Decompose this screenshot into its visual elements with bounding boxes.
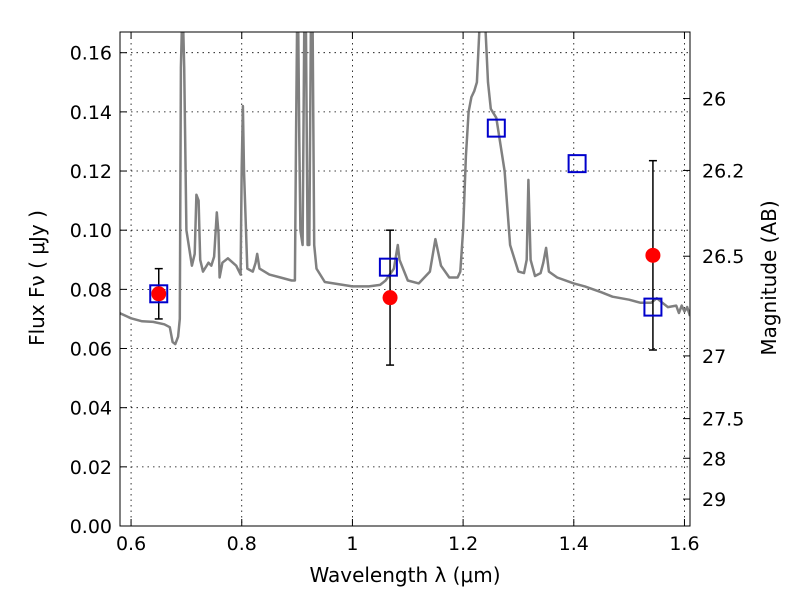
y2-tick-label: 26.5 <box>702 246 744 268</box>
y-axis-label: Flux Fν ( μJy ) <box>25 210 49 346</box>
observed-flux-point <box>151 286 167 302</box>
x-tick-label: 0.6 <box>116 533 146 555</box>
y-tick-label: 0.00 <box>70 516 112 538</box>
observed-flux-point <box>382 290 398 306</box>
spectrum-line <box>120 32 690 346</box>
x-axis-label: Wavelength λ (μm) <box>309 563 500 587</box>
y-tick-label: 0.08 <box>70 279 112 301</box>
y2-tick-label: 29 <box>702 489 726 511</box>
x-tick-label: 1.4 <box>559 533 589 555</box>
x-tick-label: 1 <box>346 533 358 555</box>
y2-tick-label: 28 <box>702 448 726 470</box>
model-flux-square <box>643 297 663 317</box>
y2-tick-label: 27.5 <box>702 409 744 431</box>
data-layer <box>120 32 690 366</box>
ticks: 0.6 0.8 1 1.2 1.4 1.6 0.00 0.02 0.04 0.06 0.08 0.10… <box>70 32 744 555</box>
observed-flux-point <box>645 247 661 263</box>
model-flux-square <box>378 257 398 277</box>
model-flux-square <box>486 118 506 138</box>
y-tick-label: 0.10 <box>70 220 112 242</box>
y2-tick-label: 27 <box>702 346 726 368</box>
y-tick-label: 0.16 <box>70 43 112 65</box>
x-tick-label: 1.2 <box>448 533 478 555</box>
plot-area <box>120 32 690 526</box>
y-tick-label: 0.06 <box>70 339 112 361</box>
y-tick-label: 0.12 <box>70 161 112 183</box>
y2-tick-label: 26 <box>702 89 726 111</box>
y-tick-label: 0.14 <box>70 102 112 124</box>
y-tick-label: 0.04 <box>70 398 112 420</box>
x-tick-label: 1.6 <box>669 533 699 555</box>
plot-frame <box>119 31 691 527</box>
model-flux-square <box>149 284 169 304</box>
y2-tick-label: 26.2 <box>702 160 744 182</box>
model-flux-square <box>567 154 587 174</box>
y2-axis-label: Magnitude (AB) <box>757 200 781 355</box>
y-tick-label: 0.02 <box>70 457 112 479</box>
x-tick-label: 0.8 <box>227 533 257 555</box>
